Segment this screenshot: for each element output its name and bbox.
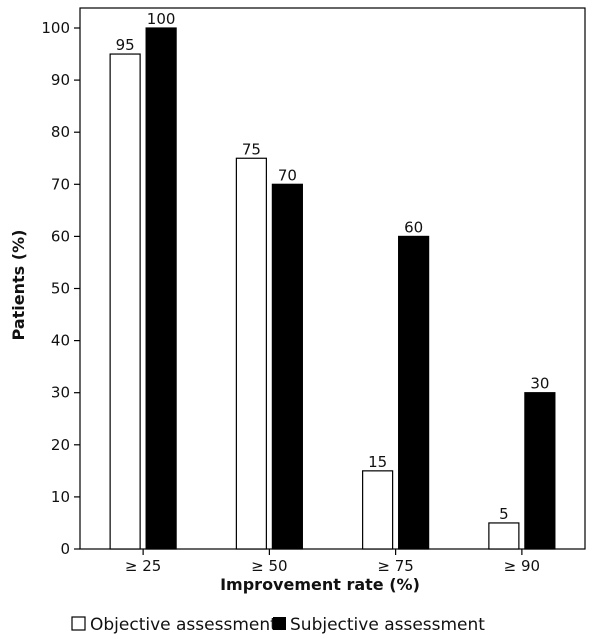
y-tick-label: 0 <box>60 540 70 558</box>
plot-area: 0 10 20 30 40 50 60 70 80 90 100 ≥ 25 95 100 ≥ 50 75 70 ≥… <box>41 7 586 575</box>
legend-label-subjective: Subjective assessment <box>290 615 485 635</box>
y-tick-label: 80 <box>51 123 70 141</box>
y-axis-label: Patients (%) <box>9 230 28 341</box>
x-tick-label: ≥ 90 <box>504 557 540 575</box>
data-label-subjective: 60 <box>404 218 423 236</box>
bar-objective <box>362 470 394 550</box>
bar-subjective <box>271 183 303 550</box>
bar-subjective <box>524 392 556 550</box>
legend-swatch-objective <box>71 616 86 631</box>
y-tick-label: 30 <box>51 384 70 402</box>
bar-subjective <box>145 27 177 550</box>
x-tick-label: ≥ 75 <box>377 557 413 575</box>
y-tick-label: 70 <box>51 175 70 193</box>
bar-objective <box>235 157 267 550</box>
data-label-objective: 15 <box>368 453 387 471</box>
x-axis-label: Improvement rate (%) <box>220 575 420 594</box>
legend: Objective assessment Subjective assessme… <box>71 615 485 635</box>
y-tick-label: 60 <box>51 227 70 245</box>
x-tick-label: ≥ 50 <box>251 557 287 575</box>
y-tick-label: 20 <box>51 436 70 454</box>
y-tick-label: 100 <box>41 19 70 37</box>
y-tick-label: 90 <box>51 71 70 89</box>
bar-subjective <box>398 235 430 550</box>
legend-label-objective: Objective assessment <box>90 615 277 635</box>
data-label-subjective: 70 <box>278 166 297 184</box>
data-label-objective: 5 <box>499 505 509 523</box>
x-tick-label: ≥ 25 <box>125 557 161 575</box>
data-label-subjective: 30 <box>530 375 549 393</box>
data-label-subjective: 100 <box>147 10 176 28</box>
y-tick-label: 10 <box>51 488 70 506</box>
legend-swatch-subjective <box>273 617 286 630</box>
data-label-objective: 75 <box>242 140 261 158</box>
bar-objective <box>488 522 520 550</box>
data-label-objective: 95 <box>116 36 135 54</box>
y-tick-label: 50 <box>51 280 70 298</box>
bar-objective <box>109 53 141 550</box>
y-tick-label: 40 <box>51 332 70 350</box>
plot-frame <box>79 7 586 550</box>
